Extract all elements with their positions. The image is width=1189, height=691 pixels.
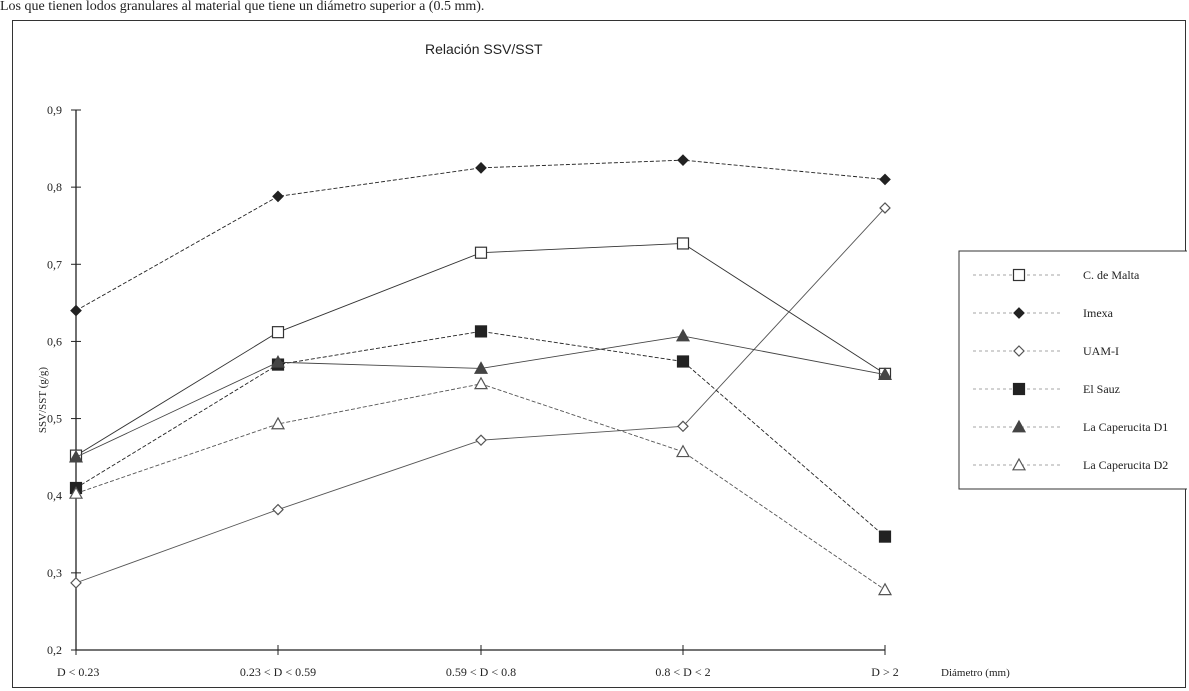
data-point <box>476 326 487 337</box>
chart-frame: Relación SSV/SST 0,2 0,3 0,4 0,5 0,6 0,7 0,8 0,… <box>12 20 1186 688</box>
legend-marker <box>1014 384 1025 395</box>
legend-label: C. de Malta <box>1083 268 1140 282</box>
y-tick-label: 0,9 <box>47 103 62 117</box>
series-6 <box>70 378 891 595</box>
x-tick-label: D < 0.23 <box>57 665 99 679</box>
y-tick-label: 0,6 <box>47 334 62 348</box>
series-line <box>76 208 885 583</box>
y-tick-label: 0,3 <box>47 566 62 580</box>
x-tick-labels: D < 0.23 0.23 < D < 0.59 0.59 < D < 0.8 0.8… <box>57 665 899 679</box>
legend-label: El Sauz <box>1083 382 1120 396</box>
data-point <box>879 584 891 595</box>
data-point <box>71 306 81 316</box>
legend-label: La Caperucita D2 <box>1083 458 1168 472</box>
legend-label: UAM-I <box>1083 344 1119 358</box>
series-layer <box>70 155 891 594</box>
series-1 <box>71 238 891 461</box>
series-line <box>76 160 885 310</box>
x-tick-label: 0.8 < D < 2 <box>655 665 710 679</box>
data-point <box>677 330 689 341</box>
x-tick-label: 0.59 < D < 0.8 <box>446 665 516 679</box>
data-point <box>677 446 689 457</box>
data-point <box>880 531 891 542</box>
data-point <box>678 238 689 249</box>
line-chart: Relación SSV/SST 0,20,30,40,50,60,70,80,… <box>13 21 1187 689</box>
legend-marker <box>1014 270 1025 281</box>
chart-title: Relación SSV/SST <box>425 41 543 57</box>
series-4 <box>71 326 891 542</box>
data-point <box>71 578 81 588</box>
legend-box <box>959 251 1187 489</box>
data-point <box>476 163 486 173</box>
y-tick-label: 0,2 <box>47 643 62 657</box>
y-tick-labels: 0,2 0,3 0,4 0,5 0,6 0,7 0,8 0,9 <box>47 103 62 657</box>
y-tick-label: 0,5 <box>47 412 62 426</box>
data-point <box>880 174 890 184</box>
series-3 <box>71 203 890 588</box>
data-point <box>273 191 283 201</box>
y-axis-label: SSV/SST (g/g) <box>37 367 49 433</box>
top-caption: Los que tienen lodos granulares al mater… <box>0 0 1189 18</box>
legend-label: Imexa <box>1083 306 1114 320</box>
y-tick-label: 0,4 <box>47 489 62 503</box>
legend-label: La Caperucita D1 <box>1083 420 1168 434</box>
series-2 <box>71 155 890 315</box>
x-tick-label: D > 2 <box>871 665 898 679</box>
y-tick-label: 0,8 <box>47 180 62 194</box>
legend: C. de Malta Imexa UAM-I El Sauz La Caperucit… <box>959 251 1187 489</box>
data-point <box>678 155 688 165</box>
data-point <box>273 505 283 515</box>
data-point <box>678 356 689 367</box>
y-tick-label: 0,7 <box>47 257 62 271</box>
data-point <box>273 327 284 338</box>
x-tick-label: 0.23 < D < 0.59 <box>240 665 316 679</box>
data-point <box>476 247 487 258</box>
series-line <box>76 243 885 455</box>
x-axis-label: Diámetro (mm) <box>941 667 1010 679</box>
data-point <box>476 435 486 445</box>
data-point <box>475 378 487 389</box>
series-line <box>76 384 885 590</box>
